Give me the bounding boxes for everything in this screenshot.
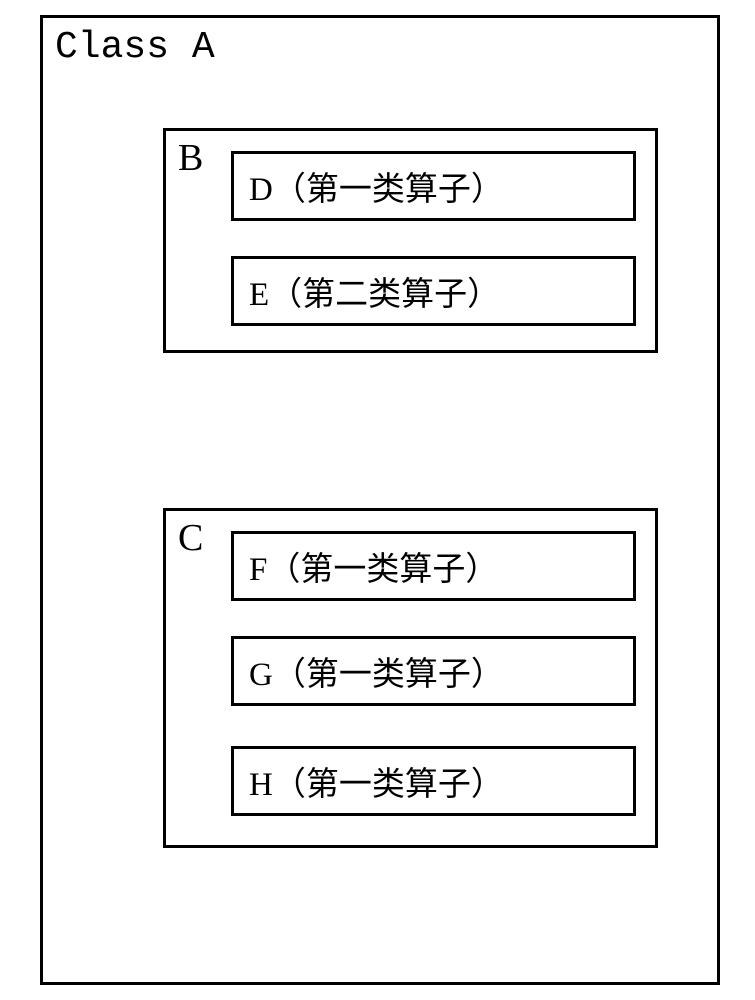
item-d: D（第一类算子） [231,151,636,221]
group-c: C F（第一类算子） G（第一类算子） H（第一类算子） [163,508,658,848]
group-b: B D（第一类算子） E（第二类算子） [163,128,658,353]
item-e: E（第二类算子） [231,256,636,326]
group-b-label: B [178,136,203,180]
class-container: Class A B D（第一类算子） E（第二类算子） C F（第一类算子） G… [40,15,720,985]
class-title: Class A [55,26,215,69]
item-f: F（第一类算子） [231,531,636,601]
item-h: H（第一类算子） [231,746,636,816]
group-c-label: C [178,516,203,560]
item-g: G（第一类算子） [231,636,636,706]
